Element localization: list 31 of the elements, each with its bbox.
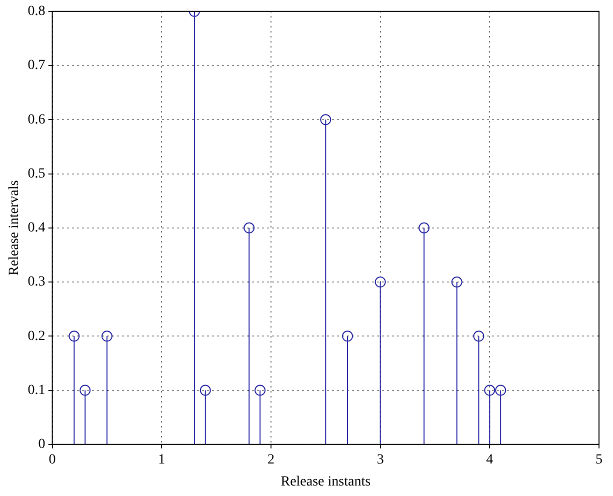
point	[320, 114, 332, 126]
point	[200, 384, 211, 396]
x-tick-label: 0	[48, 452, 56, 468]
y-tick-label: 0	[38, 437, 46, 452]
point	[101, 330, 112, 342]
point	[374, 276, 386, 288]
x-tick-label: 1	[158, 452, 166, 468]
y-tick-label: 0.3	[28, 274, 46, 290]
point	[254, 384, 266, 396]
point	[80, 384, 91, 396]
point	[244, 222, 255, 234]
y-tick-label: 0.7	[28, 58, 46, 74]
point	[473, 330, 484, 342]
point	[68, 330, 80, 342]
y-axis-title: Release intervals	[7, 180, 22, 276]
y-tick-label: 0.4	[28, 220, 46, 236]
y-tick-label: 0.6	[28, 112, 46, 128]
point	[451, 276, 462, 288]
y-tick-label: 0.1	[28, 382, 46, 398]
point	[418, 222, 430, 234]
point	[484, 384, 496, 396]
x-tick-label: 2	[267, 452, 274, 468]
y-tick-label: 0.5	[28, 166, 46, 182]
x-tick-label: 5	[596, 452, 602, 468]
x-axis-title: Release instants	[280, 474, 371, 490]
x-tick-label: 4	[486, 452, 494, 468]
y-tick-label: 0.2	[28, 328, 46, 344]
y-tick-label: 0.8	[28, 4, 46, 20]
point	[342, 330, 354, 342]
x-tick-label: 3	[376, 452, 384, 468]
point	[495, 384, 506, 396]
